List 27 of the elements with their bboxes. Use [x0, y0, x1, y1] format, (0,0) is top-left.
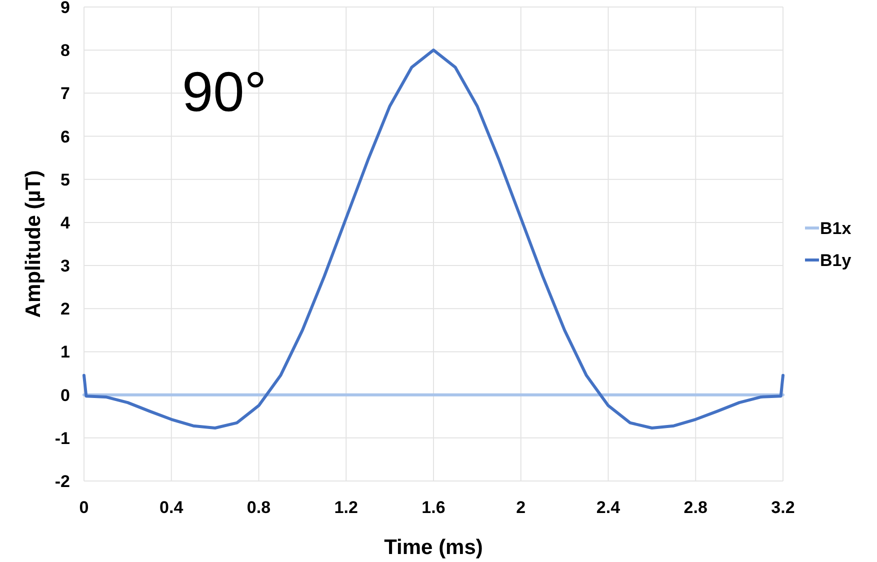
x-tick-label: 3.2 — [771, 498, 795, 517]
x-tick-label: 1.6 — [422, 498, 446, 517]
x-axis-title: Time (ms) — [384, 536, 483, 559]
y-axis-title: Amplitude (µT) — [22, 170, 45, 318]
y-tick-label: 9 — [60, 0, 70, 17]
y-tick-label: 5 — [60, 170, 70, 190]
legend-label: B1x — [820, 219, 852, 238]
annotation: 90° — [182, 60, 267, 123]
x-tick-label: 0.8 — [246, 498, 271, 517]
x-tick-label: 2.8 — [684, 498, 708, 517]
y-tick-label: 7 — [60, 84, 70, 104]
y-tick-label: -2 — [54, 472, 70, 491]
y-tick-label: 6 — [60, 127, 70, 146]
y-tick-label: 0 — [60, 386, 70, 405]
x-tick-label: 2 — [516, 498, 526, 517]
y-tick-label: -1 — [54, 428, 70, 448]
y-tick-label: 2 — [60, 300, 70, 319]
y-tick-label: 1 — [60, 342, 70, 362]
line-series — [82, 48, 784, 430]
y-tick-label: 8 — [60, 41, 70, 60]
x-tick-label: 0 — [79, 498, 89, 517]
y-tick-label: 4 — [60, 213, 71, 232]
x-tick-label: 0.4 — [160, 498, 184, 517]
x-tick-label: 2.4 — [596, 498, 621, 517]
x-tick-label: 1.2 — [334, 498, 358, 517]
y-tick-label: 3 — [60, 256, 70, 276]
legend-label: B1y — [820, 251, 852, 270]
